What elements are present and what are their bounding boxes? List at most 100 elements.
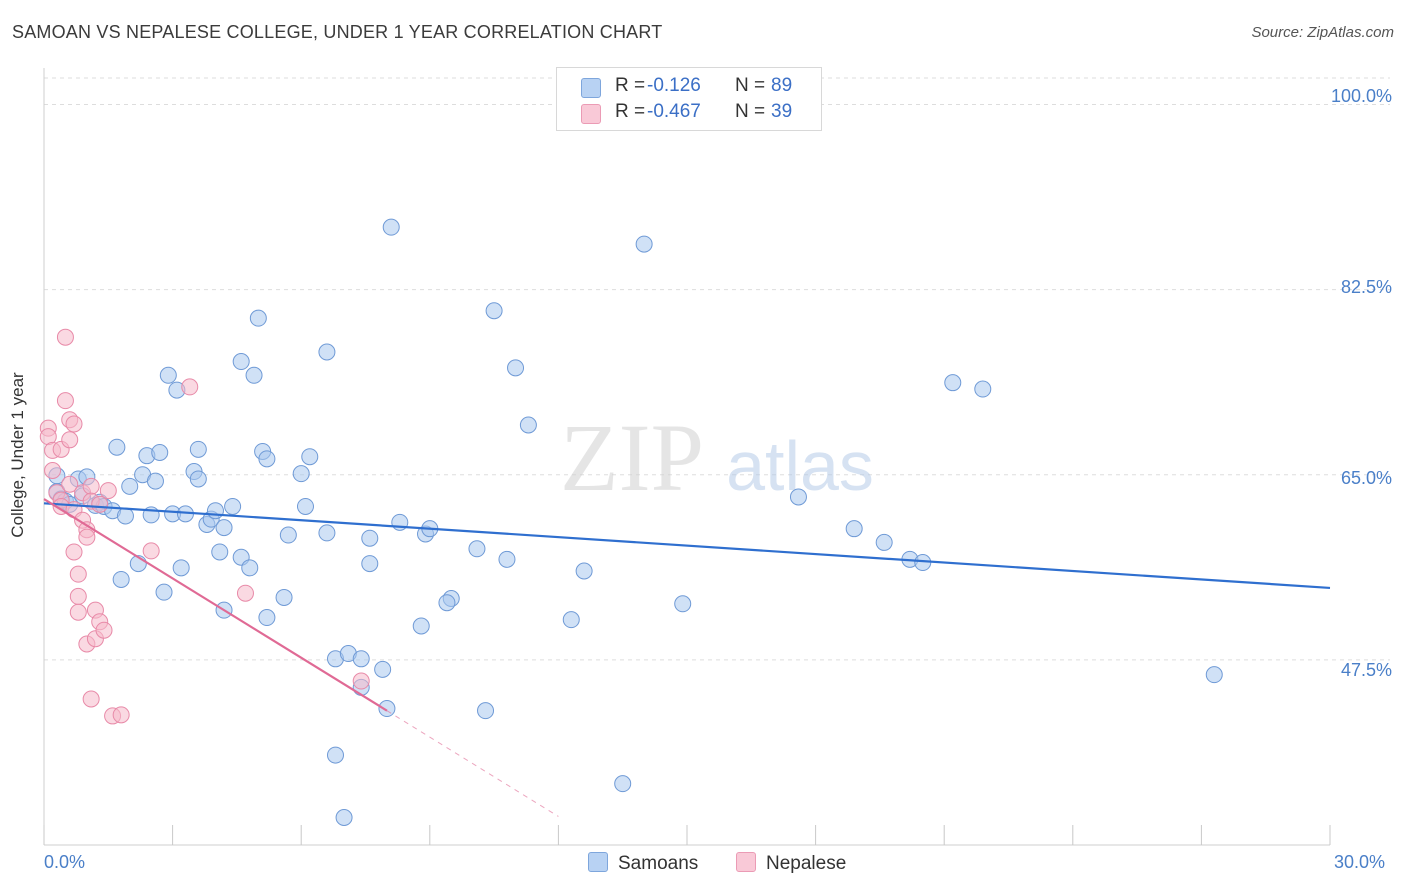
- nepalese-trend-line: [43, 498, 388, 712]
- samoans-legend-label: Samoans: [618, 853, 699, 874]
- samoans-point: [875, 533, 893, 551]
- samoans-point: [974, 380, 992, 398]
- samoans-point: [151, 444, 169, 462]
- nepalese-point: [95, 621, 113, 639]
- samoans-point: [412, 617, 430, 635]
- samoans-point: [211, 543, 229, 561]
- nepalese-swatch: [581, 104, 601, 124]
- samoans-point: [258, 450, 276, 468]
- samoans-point: [224, 497, 242, 515]
- samoans-point: [361, 529, 379, 547]
- bottom-legend-nepalese: Nepalese: [736, 852, 846, 875]
- samoans-point: [374, 660, 392, 678]
- trend-lines: [43, 498, 1331, 817]
- nepalese-point: [44, 461, 62, 479]
- samoans-point: [258, 609, 276, 627]
- nepalese-point: [91, 495, 109, 513]
- r-label: R =: [615, 101, 646, 122]
- samoans-point: [575, 562, 593, 580]
- samoans-point: [326, 746, 344, 764]
- axes: [43, 68, 1331, 846]
- r-label: R =: [615, 75, 646, 96]
- samoans-point: [155, 583, 173, 601]
- samoans-point: [301, 448, 319, 466]
- samoans-point: [249, 309, 267, 327]
- samoans-point: [635, 235, 653, 253]
- samoans-trend-line: [43, 502, 1331, 590]
- samoans-point: [116, 507, 134, 525]
- samoans-point: [1205, 666, 1223, 684]
- samoans-point: [172, 559, 190, 577]
- samoans-point: [335, 808, 353, 826]
- bottom-legend-samoans: Samoans: [588, 852, 698, 875]
- nepalese-r-value: -0.467: [647, 101, 701, 122]
- samoans-point: [318, 343, 336, 361]
- nepalese-point: [56, 392, 74, 410]
- samoans-point: [215, 519, 233, 537]
- nepalese-swatch: [736, 852, 756, 872]
- samoans-point: [279, 526, 297, 544]
- samoans-point: [485, 302, 503, 320]
- samoans-point: [292, 465, 310, 483]
- samoans-point: [477, 702, 495, 720]
- samoans-n-value: 89: [771, 75, 793, 96]
- samoans-point: [189, 440, 207, 458]
- samoans-swatch: [588, 852, 608, 872]
- nepalese-n-value: 39: [771, 101, 793, 122]
- samoans-point: [245, 366, 263, 384]
- nepalese-point: [99, 482, 117, 500]
- n-label: N =: [735, 101, 766, 122]
- x-tick-label-min: 0.0%: [44, 852, 86, 872]
- nepalese-point: [352, 672, 370, 690]
- samoans-point: [507, 359, 525, 377]
- y-tick-label: 47.5%: [1340, 660, 1392, 680]
- nepalese-point: [69, 565, 87, 583]
- samoans-point: [845, 520, 863, 538]
- samoans-point: [674, 595, 692, 613]
- samoans-points: [48, 218, 1223, 826]
- samoans-point: [275, 588, 293, 606]
- y-tick-label: 100.0%: [1330, 86, 1392, 106]
- n-label: N =: [735, 75, 766, 96]
- samoans-point: [562, 611, 580, 629]
- samoans-point: [378, 700, 396, 718]
- samoans-point: [519, 416, 537, 434]
- x-tick-label-max: 30.0%: [1334, 852, 1386, 872]
- samoans-point: [206, 502, 224, 520]
- samoans-point: [789, 488, 807, 506]
- samoans-point: [241, 559, 259, 577]
- nepalese-point: [65, 415, 83, 433]
- samoans-point: [189, 470, 207, 488]
- nepalese-point: [69, 587, 87, 605]
- chart-title: SAMOAN VS NEPALESE COLLEGE, UNDER 1 YEAR…: [12, 22, 663, 42]
- watermark: ZIP atlas: [560, 404, 874, 511]
- samoans-point: [296, 497, 314, 515]
- nepalese-point: [61, 431, 79, 449]
- nepalese-point: [236, 584, 254, 602]
- source-label: Source: ZipAtlas.com: [1251, 24, 1394, 41]
- samoans-point: [121, 477, 139, 495]
- samoans-point: [438, 594, 456, 612]
- samoans-point: [112, 570, 130, 588]
- samoans-point: [146, 472, 164, 490]
- samoans-point: [159, 366, 177, 384]
- nepalese-point: [78, 528, 96, 546]
- nepalese-point: [69, 603, 87, 621]
- nepalese-legend-label: Nepalese: [766, 853, 847, 874]
- samoans-point: [468, 540, 486, 558]
- nepalese-point: [112, 706, 130, 724]
- nepalese-point: [82, 690, 100, 708]
- correlation-legend: R = -0.126 N = 89 R = -0.467 N = 39: [556, 67, 822, 131]
- samoans-point: [944, 374, 962, 392]
- watermark-zip: ZIP: [560, 404, 704, 511]
- samoans-point: [361, 555, 379, 573]
- samoans-point: [498, 550, 516, 568]
- samoans-point: [352, 650, 370, 668]
- samoans-point: [108, 438, 126, 456]
- nepalese-point: [142, 542, 160, 560]
- nepalese-point: [181, 378, 199, 396]
- samoans-point: [614, 775, 632, 793]
- samoans-r-value: -0.126: [647, 75, 701, 96]
- y-tick-label: 65.0%: [1340, 468, 1392, 488]
